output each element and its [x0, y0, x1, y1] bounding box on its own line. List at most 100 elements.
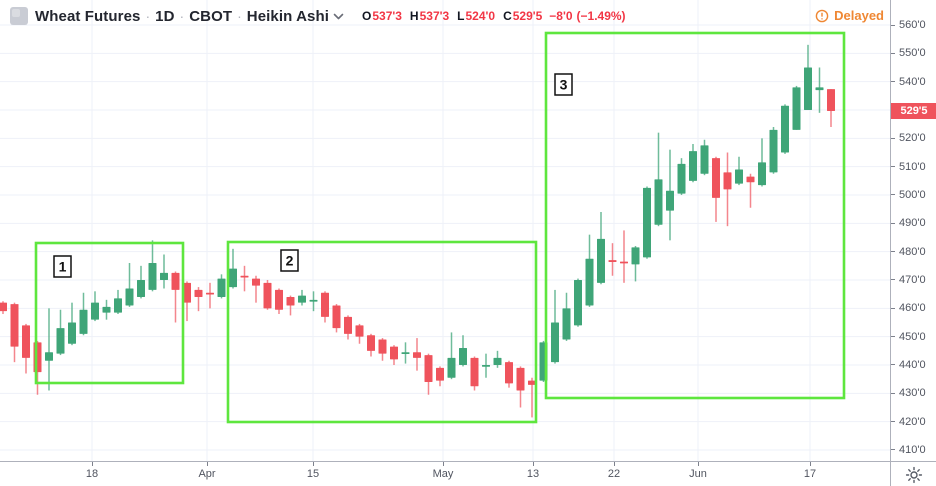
candle[interactable]: [470, 357, 479, 387]
candle[interactable]: [275, 289, 283, 310]
candle[interactable]: [436, 367, 444, 381]
candle[interactable]: [68, 322, 76, 344]
candle[interactable]: [217, 278, 226, 297]
annotation-box-2[interactable]: [226, 240, 538, 424]
candle[interactable]: [666, 190, 674, 211]
candle[interactable]: [0, 302, 7, 312]
annotation-label-box-3[interactable]: [554, 73, 573, 96]
close-value: 529'5: [512, 9, 543, 23]
candle[interactable]: [114, 298, 122, 313]
candle[interactable]: [321, 292, 329, 317]
candle[interactable]: [712, 158, 720, 198]
candle[interactable]: [781, 105, 789, 153]
candle[interactable]: [56, 328, 65, 354]
candle[interactable]: [286, 296, 295, 306]
candle[interactable]: [769, 129, 778, 173]
time-tick: [614, 462, 615, 466]
candle[interactable]: [493, 357, 502, 365]
candle[interactable]: [45, 352, 53, 361]
candle[interactable]: [528, 380, 536, 385]
annotation-box-3[interactable]: [544, 31, 846, 400]
candle[interactable]: [597, 238, 605, 283]
candle[interactable]: [183, 282, 191, 303]
exclamation-circle-icon: [815, 9, 829, 22]
annotation-box-1[interactable]: [34, 241, 185, 385]
candle[interactable]: [735, 169, 743, 184]
price-tick: [891, 279, 895, 281]
axis-settings-corner[interactable]: [890, 461, 936, 486]
candle[interactable]: [815, 87, 824, 91]
candle[interactable]: [689, 151, 697, 181]
candle[interactable]: [562, 308, 571, 340]
candle[interactable]: [620, 261, 628, 264]
chevron-down-icon[interactable]: [333, 13, 344, 20]
candle[interactable]: [413, 352, 421, 358]
candle[interactable]: [240, 275, 249, 278]
delayed-label: Delayed: [834, 8, 884, 23]
time-tick: [810, 462, 811, 466]
candle[interactable]: [125, 288, 134, 306]
candle[interactable]: [746, 176, 755, 183]
candle[interactable]: [102, 306, 111, 313]
candle[interactable]: [608, 260, 617, 262]
candle[interactable]: [148, 262, 157, 290]
delayed-data-badge[interactable]: Delayed: [815, 8, 884, 23]
candle[interactable]: [516, 367, 525, 391]
candle[interactable]: [585, 258, 594, 306]
candle[interactable]: [654, 179, 663, 225]
candle[interactable]: [677, 163, 686, 194]
candle[interactable]: [332, 305, 341, 329]
candle[interactable]: [22, 325, 30, 358]
candle[interactable]: [378, 339, 387, 354]
price-label: 500'0: [899, 188, 926, 201]
candle[interactable]: [758, 162, 766, 186]
candle[interactable]: [263, 282, 272, 309]
change-percent: (−1.49%): [576, 9, 626, 23]
candle[interactable]: [309, 299, 318, 302]
candle[interactable]: [160, 272, 168, 280]
candle[interactable]: [194, 289, 203, 297]
candle[interactable]: [792, 87, 801, 130]
candle[interactable]: [206, 292, 214, 295]
candle[interactable]: [10, 304, 19, 347]
time-label: 13: [526, 468, 540, 480]
candle[interactable]: [723, 172, 732, 190]
candle[interactable]: [229, 268, 237, 288]
candle[interactable]: [827, 89, 835, 112]
candle[interactable]: [482, 364, 490, 367]
annotation-label-box-1[interactable]: [53, 255, 72, 278]
candle[interactable]: [574, 279, 582, 326]
time-axis[interactable]: 18 Apr 15 May 13 22 Jun 17: [0, 461, 890, 486]
candle[interactable]: [804, 67, 812, 110]
candle[interactable]: [459, 347, 467, 365]
high-value: 537'3: [419, 9, 450, 23]
candle[interactable]: [79, 309, 88, 334]
candle-wick: [749, 173, 752, 208]
candle[interactable]: [505, 362, 513, 384]
symbol-title-button[interactable]: Wheat Futures · 1D · CBOT · Heikin Ashi: [35, 8, 344, 25]
candle[interactable]: [252, 278, 260, 286]
settings-gear-icon[interactable]: [905, 466, 923, 484]
candle[interactable]: [91, 302, 99, 320]
chart-canvas[interactable]: 1 2 3: [0, 0, 890, 461]
annotation-label-box-2[interactable]: [280, 249, 299, 272]
candle[interactable]: [643, 187, 651, 258]
symbol-name: Wheat Futures: [35, 7, 141, 25]
candle[interactable]: [631, 247, 640, 265]
candle[interactable]: [390, 346, 398, 360]
candle[interactable]: [700, 145, 709, 174]
candle[interactable]: [367, 335, 375, 351]
price-tick: [891, 336, 895, 338]
candle[interactable]: [137, 279, 145, 297]
candle[interactable]: [171, 272, 180, 290]
candle[interactable]: [424, 355, 433, 382]
candle[interactable]: [355, 325, 364, 337]
candle[interactable]: [298, 295, 306, 303]
candle[interactable]: [401, 352, 410, 355]
candle[interactable]: [551, 322, 559, 363]
candle[interactable]: [447, 357, 456, 378]
candle[interactable]: [344, 316, 352, 334]
price-axis[interactable]: 560'0 550'0 540'0 520'0 510'0 500'0 490'0 480'0…: [890, 0, 936, 461]
price-label: 440'0: [899, 358, 926, 371]
